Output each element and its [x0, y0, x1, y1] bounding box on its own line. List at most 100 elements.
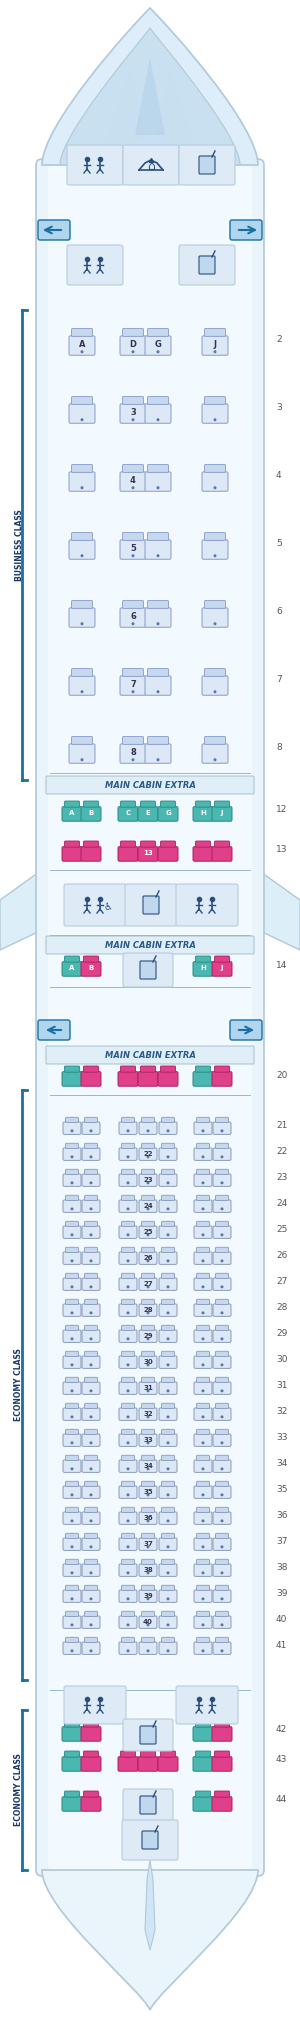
- FancyBboxPatch shape: [122, 533, 143, 541]
- Text: 35: 35: [276, 1485, 287, 1493]
- Circle shape: [70, 1649, 74, 1653]
- FancyBboxPatch shape: [213, 1590, 231, 1602]
- FancyBboxPatch shape: [121, 1066, 136, 1072]
- Circle shape: [89, 1598, 92, 1600]
- Circle shape: [127, 1181, 130, 1185]
- Circle shape: [146, 1598, 149, 1600]
- FancyBboxPatch shape: [213, 1122, 231, 1134]
- Circle shape: [70, 1572, 74, 1574]
- FancyBboxPatch shape: [143, 896, 159, 914]
- FancyBboxPatch shape: [65, 1637, 79, 1643]
- FancyBboxPatch shape: [65, 1534, 79, 1538]
- FancyBboxPatch shape: [159, 1616, 177, 1629]
- FancyBboxPatch shape: [139, 1538, 157, 1550]
- FancyBboxPatch shape: [214, 1721, 230, 1727]
- FancyBboxPatch shape: [205, 396, 226, 404]
- FancyBboxPatch shape: [122, 1455, 134, 1461]
- Circle shape: [167, 1572, 170, 1574]
- FancyBboxPatch shape: [159, 1174, 177, 1187]
- Circle shape: [70, 1388, 74, 1392]
- Circle shape: [167, 1467, 170, 1471]
- FancyBboxPatch shape: [85, 1610, 98, 1616]
- Circle shape: [220, 1364, 224, 1366]
- FancyBboxPatch shape: [205, 668, 226, 676]
- FancyBboxPatch shape: [159, 1330, 177, 1342]
- Circle shape: [80, 622, 83, 626]
- FancyBboxPatch shape: [142, 1300, 154, 1304]
- FancyBboxPatch shape: [83, 1752, 98, 1758]
- FancyBboxPatch shape: [193, 1072, 213, 1086]
- Circle shape: [167, 1259, 170, 1263]
- FancyBboxPatch shape: [63, 1277, 81, 1290]
- FancyBboxPatch shape: [215, 1273, 229, 1279]
- Circle shape: [214, 555, 217, 557]
- FancyBboxPatch shape: [85, 1168, 98, 1174]
- FancyBboxPatch shape: [214, 1752, 230, 1758]
- PathPatch shape: [42, 1871, 258, 2010]
- FancyBboxPatch shape: [65, 1610, 79, 1616]
- FancyBboxPatch shape: [139, 1225, 157, 1239]
- Circle shape: [146, 1156, 149, 1158]
- FancyBboxPatch shape: [120, 472, 146, 490]
- FancyBboxPatch shape: [69, 472, 95, 490]
- Text: 4: 4: [130, 476, 136, 486]
- Circle shape: [146, 1338, 149, 1340]
- Circle shape: [131, 486, 134, 488]
- FancyBboxPatch shape: [194, 1643, 212, 1655]
- FancyBboxPatch shape: [85, 1534, 98, 1538]
- FancyBboxPatch shape: [148, 737, 169, 745]
- FancyBboxPatch shape: [202, 541, 228, 559]
- FancyBboxPatch shape: [65, 1300, 79, 1304]
- FancyBboxPatch shape: [196, 1455, 209, 1461]
- Circle shape: [220, 1622, 224, 1627]
- FancyBboxPatch shape: [71, 668, 92, 676]
- FancyBboxPatch shape: [196, 957, 211, 963]
- FancyBboxPatch shape: [62, 963, 82, 977]
- FancyBboxPatch shape: [63, 1382, 81, 1394]
- FancyBboxPatch shape: [120, 335, 146, 355]
- FancyBboxPatch shape: [142, 1247, 154, 1253]
- FancyBboxPatch shape: [119, 1538, 137, 1550]
- FancyBboxPatch shape: [194, 1382, 212, 1394]
- FancyBboxPatch shape: [63, 1511, 81, 1524]
- FancyBboxPatch shape: [213, 1459, 231, 1473]
- Polygon shape: [155, 69, 195, 145]
- Circle shape: [80, 555, 83, 557]
- Text: 3: 3: [130, 408, 136, 418]
- FancyBboxPatch shape: [82, 1511, 100, 1524]
- Circle shape: [220, 1493, 224, 1497]
- FancyBboxPatch shape: [214, 842, 230, 848]
- FancyBboxPatch shape: [145, 676, 171, 696]
- FancyBboxPatch shape: [67, 244, 123, 285]
- FancyBboxPatch shape: [159, 1643, 177, 1655]
- FancyBboxPatch shape: [64, 1066, 80, 1072]
- Circle shape: [214, 351, 217, 353]
- Circle shape: [89, 1415, 92, 1419]
- FancyBboxPatch shape: [145, 404, 171, 424]
- Text: 8: 8: [276, 743, 282, 753]
- PathPatch shape: [42, 8, 258, 165]
- FancyBboxPatch shape: [140, 1725, 156, 1744]
- FancyBboxPatch shape: [122, 1118, 134, 1122]
- Circle shape: [146, 1467, 149, 1471]
- Circle shape: [167, 1493, 170, 1497]
- Polygon shape: [135, 59, 165, 135]
- Text: BUSINESS CLASS: BUSINESS CLASS: [14, 509, 23, 581]
- FancyBboxPatch shape: [159, 1148, 177, 1160]
- FancyBboxPatch shape: [213, 1201, 231, 1213]
- Circle shape: [70, 1493, 74, 1497]
- Circle shape: [70, 1312, 74, 1314]
- Circle shape: [89, 1649, 92, 1653]
- FancyBboxPatch shape: [202, 335, 228, 355]
- Circle shape: [146, 1388, 149, 1392]
- Circle shape: [70, 1233, 74, 1237]
- Text: 25: 25: [143, 1229, 153, 1235]
- Circle shape: [127, 1285, 130, 1287]
- FancyBboxPatch shape: [85, 1481, 98, 1487]
- Text: 32: 32: [143, 1411, 153, 1417]
- FancyBboxPatch shape: [122, 329, 143, 337]
- FancyBboxPatch shape: [194, 1435, 212, 1447]
- FancyBboxPatch shape: [64, 1685, 126, 1723]
- FancyBboxPatch shape: [213, 1277, 231, 1290]
- Circle shape: [127, 1649, 130, 1653]
